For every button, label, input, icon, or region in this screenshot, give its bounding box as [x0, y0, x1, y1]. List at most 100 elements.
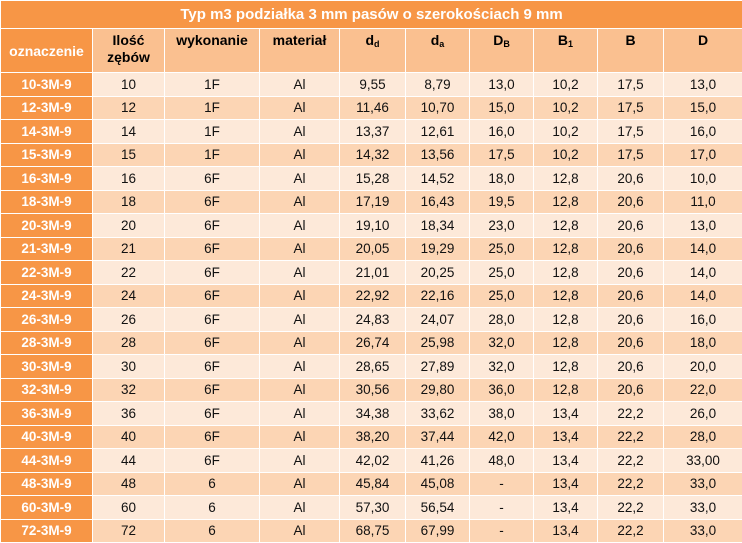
row-code-cell: 48-3M-9 [1, 472, 93, 496]
table-cell: 6F [165, 167, 260, 191]
column-header-label: D [493, 32, 503, 48]
table-cell: Al [260, 331, 340, 355]
column-header-label: d [431, 32, 440, 48]
table-cell: 12,8 [534, 167, 598, 191]
row-code-cell: 26-3M-9 [1, 308, 93, 332]
table-cell: 67,99 [406, 519, 470, 543]
table-cell: 19,29 [406, 237, 470, 261]
table-cell: 18,0 [664, 331, 742, 355]
column-header-subscript: d [374, 39, 380, 49]
column-header-label: materiał [273, 32, 327, 48]
table-cell: 22,0 [664, 378, 742, 402]
table-cell: - [470, 472, 534, 496]
column-header-label: D [698, 32, 708, 48]
table-cell: 20,6 [598, 190, 664, 214]
table-cell: 68,75 [340, 519, 406, 543]
table-cell: Al [260, 237, 340, 261]
table-cell: 24,83 [340, 308, 406, 332]
table-cell: 12 [93, 96, 165, 120]
table-cell: 28,0 [470, 308, 534, 332]
table-cell: 6 [165, 519, 260, 543]
table-cell: 6F [165, 284, 260, 308]
table-cell: 26,74 [340, 331, 406, 355]
table-cell: 6 [165, 472, 260, 496]
table-cell: 12,8 [534, 190, 598, 214]
table-cell: 25,0 [470, 237, 534, 261]
table-cell: 20 [93, 214, 165, 238]
table-cell: 25,0 [470, 284, 534, 308]
table-cell: 6F [165, 261, 260, 285]
table-cell: Al [260, 355, 340, 379]
table-cell: Al [260, 190, 340, 214]
table-cell: 10,2 [534, 73, 598, 97]
table-cell: 20,25 [406, 261, 470, 285]
table-cell: Al [260, 472, 340, 496]
table-cell: 13,4 [534, 425, 598, 449]
table-cell: 57,30 [340, 496, 406, 520]
table-cell: Al [260, 402, 340, 426]
table-cell: 19,10 [340, 214, 406, 238]
table-cell: 10,2 [534, 120, 598, 144]
row-code-cell: 12-3M-9 [1, 96, 93, 120]
table-cell: 14 [93, 120, 165, 144]
table-cell: 13,4 [534, 402, 598, 426]
table-cell: 18,34 [406, 214, 470, 238]
table-cell: Al [260, 214, 340, 238]
table-cell: 20,6 [598, 284, 664, 308]
row-code-cell: 10-3M-9 [1, 73, 93, 97]
table-cell: 22,2 [598, 402, 664, 426]
table-cell: 17,5 [598, 120, 664, 144]
table-cell: 20,6 [598, 355, 664, 379]
table-cell: 10,0 [664, 167, 742, 191]
table-cell: 20,6 [598, 214, 664, 238]
table-cell: Al [260, 425, 340, 449]
table-cell: 40 [93, 425, 165, 449]
table-cell: 6F [165, 378, 260, 402]
table-cell: 20,6 [598, 237, 664, 261]
table-cell: 36,0 [470, 378, 534, 402]
table-cell: Al [260, 120, 340, 144]
table-cell: 26,0 [664, 402, 742, 426]
column-header-label: wykonanie [176, 32, 248, 48]
column-header-d-outer: D [664, 29, 742, 73]
table-cell: 20,6 [598, 308, 664, 332]
table-cell: 22,2 [598, 496, 664, 520]
table-cell: 12,8 [534, 284, 598, 308]
table-cell: 6F [165, 331, 260, 355]
table-cell: 21,01 [340, 261, 406, 285]
table-cell: 20,0 [664, 355, 742, 379]
table-cell: 22,2 [598, 449, 664, 473]
table-cell: Al [260, 143, 340, 167]
table-cell: 13,4 [534, 519, 598, 543]
table-cell: 13,56 [406, 143, 470, 167]
table-cell: 28,65 [340, 355, 406, 379]
row-code-cell: 16-3M-9 [1, 167, 93, 191]
table-cell: 21 [93, 237, 165, 261]
column-header-b1: B1 [534, 29, 598, 73]
table-cell: 10,2 [534, 96, 598, 120]
table-cell: 30,56 [340, 378, 406, 402]
table-cell: 72 [93, 519, 165, 543]
table-cell: 33,00 [664, 449, 742, 473]
table-cell: 14,0 [664, 237, 742, 261]
table-cell: 12,8 [534, 355, 598, 379]
table-cell: Al [260, 496, 340, 520]
table-cell: 12,61 [406, 120, 470, 144]
table-cell: 22,16 [406, 284, 470, 308]
table-cell: 17,5 [598, 143, 664, 167]
column-header-subscript: a [439, 39, 444, 49]
row-code-cell: 20-3M-9 [1, 214, 93, 238]
table-cell: 30 [93, 355, 165, 379]
table-cell: 32,0 [470, 331, 534, 355]
column-header-material: materiał [260, 29, 340, 73]
table-cell: 17,0 [664, 143, 742, 167]
